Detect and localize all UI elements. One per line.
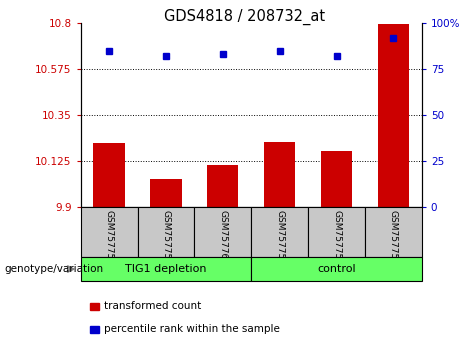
- Text: GSM757757: GSM757757: [389, 210, 398, 264]
- Bar: [195, 207, 251, 257]
- Bar: [94, 143, 125, 207]
- Text: GSM757758: GSM757758: [105, 210, 113, 264]
- Text: GDS4818 / 208732_at: GDS4818 / 208732_at: [164, 9, 325, 25]
- Bar: [308, 207, 365, 257]
- Text: control: control: [317, 264, 356, 274]
- Bar: [81, 207, 137, 257]
- Text: percentile rank within the sample: percentile rank within the sample: [104, 324, 280, 334]
- Bar: [321, 151, 352, 207]
- Text: transformed count: transformed count: [104, 301, 201, 311]
- Text: genotype/variation: genotype/variation: [5, 264, 104, 274]
- Text: TIG1 depletion: TIG1 depletion: [125, 264, 207, 274]
- Text: GSM757760: GSM757760: [219, 210, 227, 264]
- Bar: [264, 142, 296, 207]
- Text: GSM757756: GSM757756: [332, 210, 341, 264]
- Bar: [365, 207, 422, 257]
- Bar: [150, 179, 182, 207]
- Bar: [378, 24, 409, 207]
- Bar: [251, 207, 308, 257]
- Bar: [137, 207, 195, 257]
- Text: GSM757759: GSM757759: [161, 210, 171, 264]
- Bar: [251, 257, 422, 281]
- Bar: [207, 165, 238, 207]
- Bar: [81, 257, 251, 281]
- Text: GSM757755: GSM757755: [275, 210, 284, 264]
